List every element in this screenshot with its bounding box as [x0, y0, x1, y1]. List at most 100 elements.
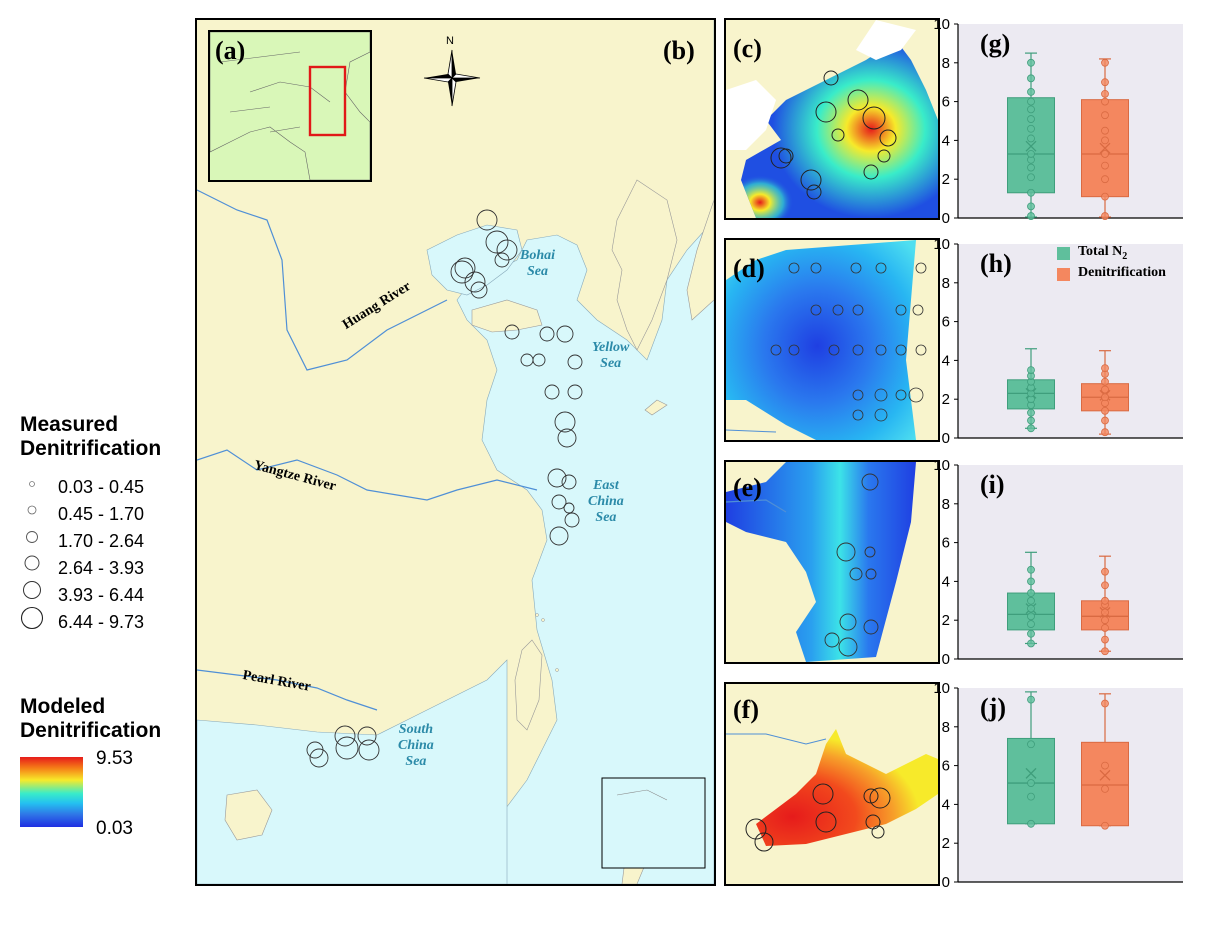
mean-marker [1099, 142, 1111, 154]
data-point [1027, 596, 1035, 605]
y-tick-label: 0 [942, 651, 950, 668]
east-line3: Sea [595, 510, 617, 525]
data-point [1027, 212, 1035, 220]
modeled-legend-title-line2: Denitrification [20, 719, 162, 742]
y-tick-label: 10 [933, 236, 950, 253]
data-point [1101, 126, 1109, 135]
east-china-sea-label: East China Sea [588, 478, 624, 526]
yangtze-river-line [197, 449, 538, 501]
data-point [1101, 192, 1109, 201]
yellow-line2: Sea [600, 356, 622, 371]
data-point [1101, 784, 1109, 793]
data-point [1027, 620, 1035, 628]
plot-background [958, 244, 1183, 438]
south-china-sea-area [197, 659, 508, 884]
data-point [1027, 604, 1035, 613]
yellow-sea-label: Yellow Sea [592, 340, 629, 372]
data-point [1027, 740, 1035, 749]
y-tick-label: 10 [933, 680, 950, 697]
data-point [1101, 150, 1109, 158]
legend-swatch-total [1057, 247, 1070, 260]
panel-label-b: (b) [663, 36, 695, 65]
data-point [1027, 188, 1035, 197]
y-tick-label: 2 [942, 835, 950, 852]
legend-circle-1 [29, 481, 35, 487]
box-plots: 0 2 4 6 8 10 (g) 0 2 4 6 8 10 (h) 0 2 4 6 8 10 (i) 0 2 4 6 8 10 (j) [933, 16, 1183, 891]
data-point [1027, 695, 1035, 704]
main-map-svg [197, 20, 714, 884]
data-point [1101, 97, 1109, 106]
legend-class-1: 0.03 - 0.45 [58, 477, 145, 497]
measured-legend-title-line1: Measured [20, 413, 119, 436]
data-point [1027, 792, 1035, 801]
legend-class-5: 3.93 - 6.44 [58, 585, 145, 605]
compass-rose-icon [423, 49, 481, 107]
south-line1: South [398, 722, 434, 737]
taiwan-island [514, 639, 543, 731]
legend-total-prefix: Total N [1078, 244, 1123, 259]
plot-background [958, 688, 1183, 882]
data-point [1027, 173, 1035, 182]
plot-background [958, 465, 1183, 659]
data-point [1027, 124, 1035, 133]
legend-class-2: 0.45 - 1.70 [58, 504, 145, 524]
data-point [1101, 428, 1109, 437]
submap-f-svg [726, 729, 938, 852]
data-point [1101, 78, 1109, 87]
data-point [1027, 150, 1035, 158]
bohai-line2: Sea [527, 264, 548, 279]
data-point [1101, 385, 1109, 394]
inset-map-a [208, 30, 372, 182]
data-point [1101, 89, 1109, 98]
submap-d-svg [726, 240, 927, 440]
data-point [1027, 612, 1035, 621]
data-point [1027, 416, 1035, 425]
legend-circle-3 [26, 531, 38, 543]
legend-circle-2 [27, 505, 37, 515]
y-tick-label: 6 [942, 758, 950, 775]
data-point [1101, 635, 1109, 644]
submap-e-field [726, 462, 916, 662]
main-map [195, 18, 716, 886]
y-tick-label: 10 [933, 16, 950, 33]
data-point [1027, 779, 1035, 787]
data-point [1027, 163, 1035, 172]
y-tick-label: 6 [942, 94, 950, 111]
submap-d-yellow [724, 238, 940, 442]
data-point [1101, 616, 1109, 625]
data-point [1027, 105, 1035, 114]
panel-label-e: (e) [733, 473, 762, 502]
data-point [1027, 134, 1035, 143]
east-line1: East [593, 478, 619, 493]
y-tick-label: 4 [942, 796, 950, 813]
measured-legend-labels: 0.03 - 0.45 0.45 - 1.70 1.70 - 2.64 2.64… [58, 474, 144, 636]
legend-label-total: Total N2 [1078, 244, 1127, 262]
mean-marker [1025, 140, 1037, 152]
data-point [1101, 761, 1109, 770]
data-point [1027, 577, 1035, 586]
mean-marker [1099, 769, 1111, 781]
data-point [1027, 366, 1035, 375]
data-point [1027, 819, 1035, 828]
panel-label: (g) [980, 29, 1010, 58]
data-point [1101, 608, 1109, 617]
submap-f-field [756, 729, 938, 846]
y-tick-label: 8 [942, 719, 950, 736]
y-tick-label: 0 [942, 430, 950, 447]
pearl-river-line [197, 669, 378, 711]
y-tick-label: 8 [942, 275, 950, 292]
colorbar-min-label: 0.03 [96, 818, 133, 839]
data-point [1101, 377, 1109, 386]
legend-label-denit: Denitrification [1078, 265, 1166, 280]
measured-sites [306, 209, 583, 768]
y-tick-label: 0 [942, 210, 950, 227]
data-point [1101, 416, 1109, 425]
bohai-sea-label: Bohai Sea [520, 248, 555, 280]
data-point [1101, 175, 1109, 184]
data-point [1027, 202, 1035, 211]
korea-landmass [611, 179, 678, 351]
y-tick-label: 6 [942, 314, 950, 331]
data-point [1027, 58, 1035, 67]
data-point [1101, 212, 1109, 220]
submap-f-southchina [724, 682, 940, 886]
